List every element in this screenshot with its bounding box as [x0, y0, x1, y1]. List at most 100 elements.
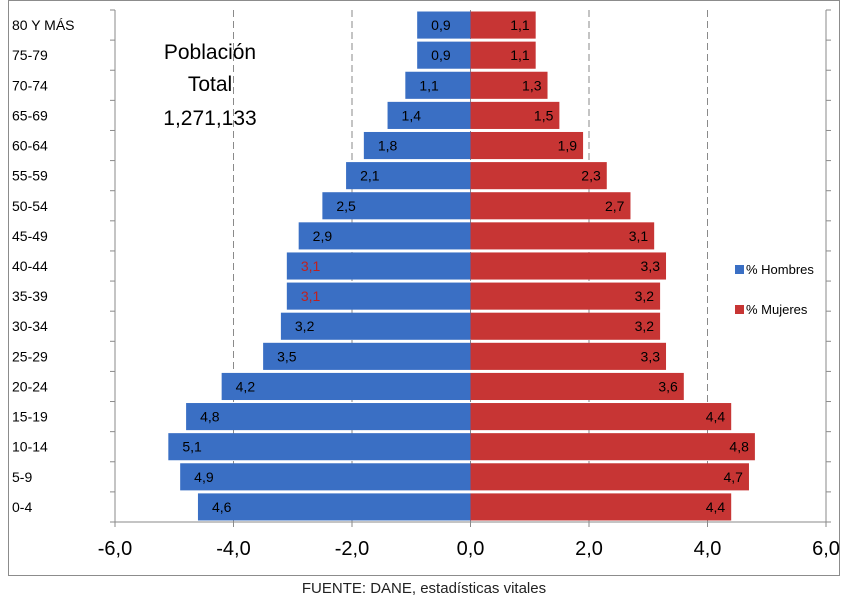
bar-hombres-10 [322, 192, 471, 220]
category-label-16: 80 Y MÁS [12, 17, 75, 33]
bar-hombres-3 [186, 403, 471, 431]
bar-mujeres-4 [470, 372, 684, 401]
category-label-13: 65-69 [12, 107, 48, 123]
data-label-hombres-2: 5,1 [182, 439, 202, 455]
bar-mujeres-6 [470, 312, 661, 340]
bar-hombres-6 [280, 312, 471, 340]
bar-mujeres-8 [470, 252, 667, 280]
bar-mujeres-15 [470, 41, 536, 69]
bar-mujeres-12 [470, 131, 584, 160]
data-label-mujeres-9: 3,1 [629, 228, 649, 244]
bar-hombres-15 [417, 41, 471, 69]
legend-item-mujeres: % Mujeres [735, 302, 807, 317]
bar-mujeres-9 [470, 222, 655, 250]
bar-hombres-11 [346, 162, 471, 190]
bar-hombres-13 [387, 101, 471, 129]
category-label-15: 75-79 [12, 47, 48, 63]
data-label-mujeres-10: 2,7 [605, 198, 625, 214]
bar-mujeres-0 [470, 493, 732, 521]
data-label-mujeres-5: 3,3 [641, 348, 661, 364]
data-label-hombres-15: 0,9 [431, 47, 451, 63]
category-label-1: 5-9 [12, 469, 32, 485]
x-tick-label-6: 6,0 [812, 538, 840, 560]
data-label-hombres-10: 2,5 [336, 198, 356, 214]
data-label-hombres-1: 4,9 [194, 469, 214, 485]
data-label-hombres-9: 2,9 [313, 228, 333, 244]
data-label-mujeres-0: 4,4 [706, 499, 726, 515]
annotation-line-1: Población [163, 41, 257, 64]
bar-mujeres-10 [470, 192, 631, 220]
bar-hombres-1 [180, 463, 471, 491]
x-tick-label-4: 2,0 [575, 538, 603, 560]
data-label-hombres-13: 1,4 [402, 107, 422, 123]
annotation-line-2: Total [187, 73, 233, 96]
data-label-mujeres-3: 4,4 [706, 409, 726, 425]
data-label-hombres-0: 4,6 [212, 499, 232, 515]
bar-mujeres-5 [470, 342, 667, 370]
annotation-line-3: 1,271,133 [163, 107, 257, 130]
data-label-mujeres-12: 1,9 [558, 138, 578, 154]
source-note: FUENTE: DANE, estadísticas vitales [301, 580, 547, 597]
data-label-mujeres-1: 4,7 [724, 469, 744, 485]
bar-hombres-5 [263, 342, 471, 370]
category-label-3: 15-19 [12, 409, 48, 425]
data-label-mujeres-16: 1,1 [510, 17, 530, 33]
data-label-hombres-7: 3,1 [301, 288, 321, 304]
category-label-5: 25-29 [12, 348, 48, 364]
data-label-mujeres-14: 1,3 [522, 77, 542, 93]
data-label-mujeres-15: 1,1 [510, 47, 530, 63]
bar-hombres-2 [168, 433, 471, 461]
legend-item-hombres: % Hombres [735, 262, 814, 277]
category-label-7: 35-39 [12, 288, 48, 304]
category-label-9: 45-49 [12, 228, 48, 244]
legend-label-mujeres: % Mujeres [746, 302, 808, 317]
data-label-mujeres-8: 3,3 [641, 258, 661, 274]
x-tick-label-0: -6,0 [98, 538, 132, 560]
legend-swatch-hombres [735, 265, 744, 274]
bar-hombres-0 [197, 493, 471, 521]
bar-mujeres-2 [470, 433, 755, 461]
data-label-mujeres-7: 3,2 [635, 288, 655, 304]
legend-label-hombres: % Hombres [746, 262, 814, 277]
data-label-mujeres-6: 3,2 [635, 318, 655, 334]
data-label-hombres-8: 3,1 [301, 258, 321, 274]
bar-mujeres-14 [470, 71, 548, 99]
category-label-2: 10-14 [12, 439, 48, 455]
population-pyramid-chart: -6,0 -4,0 -2,0 0,0 2,0 4,0 6,0 4,6 4,4 0-4 4,9 4,7 5… [12, 9, 840, 560]
bar-hombres-16 [417, 11, 471, 39]
bar-mujeres-7 [470, 282, 661, 310]
data-label-hombres-14: 1,1 [419, 77, 439, 93]
bar-hombres-14 [405, 71, 471, 99]
data-label-hombres-11: 2,1 [360, 168, 380, 184]
data-label-mujeres-2: 4,8 [729, 439, 749, 455]
bar-mujeres-11 [470, 162, 607, 190]
data-label-mujeres-13: 1,5 [534, 107, 554, 123]
data-label-hombres-12: 1,8 [378, 138, 398, 154]
data-label-hombres-4: 4,2 [236, 378, 256, 394]
data-label-mujeres-4: 3,6 [658, 378, 678, 394]
category-label-8: 40-44 [12, 258, 48, 274]
bar-hombres-12 [363, 131, 471, 160]
bar-mujeres-13 [470, 101, 560, 129]
category-label-12: 60-64 [12, 138, 48, 154]
bar-mujeres-1 [470, 463, 749, 491]
bar-mujeres-3 [470, 403, 732, 431]
bar-hombres-4 [221, 372, 471, 401]
bar-hombres-8 [286, 252, 471, 280]
x-tick-label-2: -2,0 [335, 538, 369, 560]
bar-mujeres-16 [470, 11, 536, 39]
category-label-11: 55-59 [12, 168, 48, 184]
data-label-hombres-3: 4,8 [200, 409, 220, 425]
category-label-0: 0-4 [12, 499, 32, 515]
bar-hombres-7 [286, 282, 471, 310]
category-label-10: 50-54 [12, 198, 48, 214]
category-label-6: 30-34 [12, 318, 48, 334]
x-tick-label-1: -4,0 [216, 538, 250, 560]
x-tick-label-3: 0,0 [457, 538, 485, 560]
bar-hombres-9 [298, 222, 471, 250]
data-label-hombres-6: 3,2 [295, 318, 315, 334]
legend-swatch-mujeres [735, 305, 744, 314]
x-tick-label-5: 4,0 [694, 538, 722, 560]
data-label-hombres-5: 3,5 [277, 348, 297, 364]
category-label-4: 20-24 [12, 378, 48, 394]
